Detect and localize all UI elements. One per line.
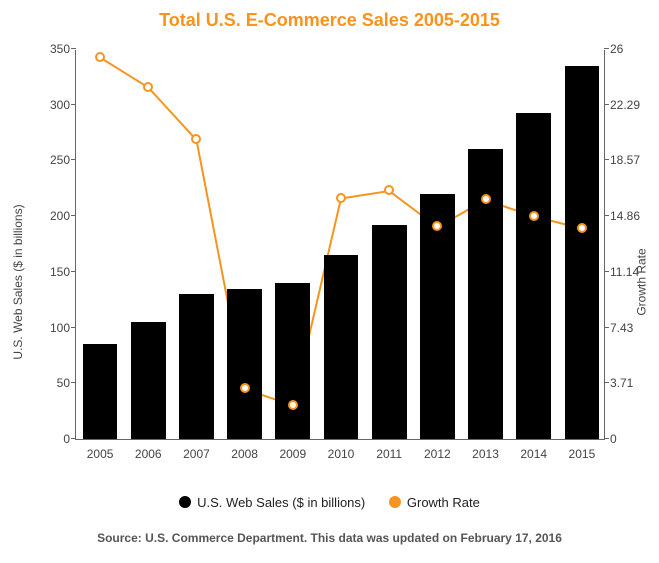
bar xyxy=(179,294,214,439)
chart-container: Total U.S. E-Commerce Sales 2005-2015 05… xyxy=(0,0,659,563)
y2-tick-label: 22.29 xyxy=(604,98,640,112)
y2-tick-mark xyxy=(604,104,609,105)
x-tick-label: 2005 xyxy=(87,439,114,461)
x-tick-label: 2010 xyxy=(328,439,355,461)
line-marker xyxy=(240,383,250,393)
y2-tick-mark xyxy=(604,327,609,328)
y1-tick-label: 100 xyxy=(50,321,76,335)
line-marker xyxy=(95,52,105,62)
legend-swatch-bars xyxy=(179,496,191,508)
y1-tick-mark xyxy=(71,159,76,160)
source-note: Source: U.S. Commerce Department. This d… xyxy=(0,531,659,545)
line-marker xyxy=(481,194,491,204)
y1-tick-label: 300 xyxy=(50,98,76,112)
y1-tick-label: 50 xyxy=(57,376,76,390)
legend-label-line: Growth Rate xyxy=(407,495,480,510)
x-tick-label: 2013 xyxy=(472,439,499,461)
y2-tick-label: 14.86 xyxy=(604,209,640,223)
y1-tick-mark xyxy=(71,327,76,328)
y1-tick-mark xyxy=(71,104,76,105)
y2-tick-mark xyxy=(604,271,609,272)
bar xyxy=(516,113,551,439)
bar xyxy=(275,283,310,439)
legend-label-bars: U.S. Web Sales ($ in billions) xyxy=(197,495,365,510)
y1-tick-label: 250 xyxy=(50,153,76,167)
plot-area: 05010015020025030035003.717.4311.1414.86… xyxy=(75,50,605,440)
y1-tick-label: 150 xyxy=(50,265,76,279)
line-marker xyxy=(384,185,394,195)
bar xyxy=(324,255,359,439)
y1-tick-mark xyxy=(71,382,76,383)
y1-tick-label: 0 xyxy=(63,432,76,446)
x-tick-label: 2015 xyxy=(569,439,596,461)
bar xyxy=(227,289,262,439)
y1-tick-mark xyxy=(71,438,76,439)
y1-tick-label: 350 xyxy=(50,42,76,56)
x-tick-label: 2012 xyxy=(424,439,451,461)
line-marker xyxy=(288,400,298,410)
y1-tick-mark xyxy=(71,48,76,49)
y2-tick-mark xyxy=(604,438,609,439)
line-marker xyxy=(529,211,539,221)
bar xyxy=(131,322,166,439)
y2-tick-label: 3.71 xyxy=(604,376,633,390)
line-marker xyxy=(336,193,346,203)
y2-tick-mark xyxy=(604,48,609,49)
legend-item-bars: U.S. Web Sales ($ in billions) xyxy=(179,495,365,510)
y2-tick-label: 0 xyxy=(604,432,617,446)
y2-tick-mark xyxy=(604,159,609,160)
y2-tick-label: 18.57 xyxy=(604,153,640,167)
x-tick-label: 2009 xyxy=(279,439,306,461)
line-marker xyxy=(577,223,587,233)
y1-axis-label: U.S. Web Sales ($ in billions) xyxy=(11,204,25,359)
x-tick-label: 2006 xyxy=(135,439,162,461)
x-tick-label: 2014 xyxy=(520,439,547,461)
line-marker xyxy=(432,221,442,231)
x-tick-label: 2011 xyxy=(376,439,402,461)
chart-title: Total U.S. E-Commerce Sales 2005-2015 xyxy=(0,10,659,31)
legend-item-line: Growth Rate xyxy=(389,495,480,510)
bar xyxy=(372,225,407,439)
line-marker xyxy=(191,134,201,144)
legend: U.S. Web Sales ($ in billions) Growth Ra… xyxy=(0,495,659,512)
y2-tick-mark xyxy=(604,215,609,216)
y1-tick-label: 200 xyxy=(50,209,76,223)
y2-tick-mark xyxy=(604,382,609,383)
line-marker xyxy=(143,82,153,92)
y2-tick-label: 7.43 xyxy=(604,321,633,335)
bar xyxy=(83,344,118,439)
bar xyxy=(468,149,503,439)
bar xyxy=(565,66,600,439)
y1-tick-mark xyxy=(71,271,76,272)
y1-tick-mark xyxy=(71,215,76,216)
y2-tick-label: 26 xyxy=(604,42,623,56)
x-tick-label: 2007 xyxy=(183,439,210,461)
legend-swatch-line xyxy=(389,496,401,508)
x-tick-label: 2008 xyxy=(231,439,258,461)
y2-axis-label: Growth Rate xyxy=(634,248,648,315)
